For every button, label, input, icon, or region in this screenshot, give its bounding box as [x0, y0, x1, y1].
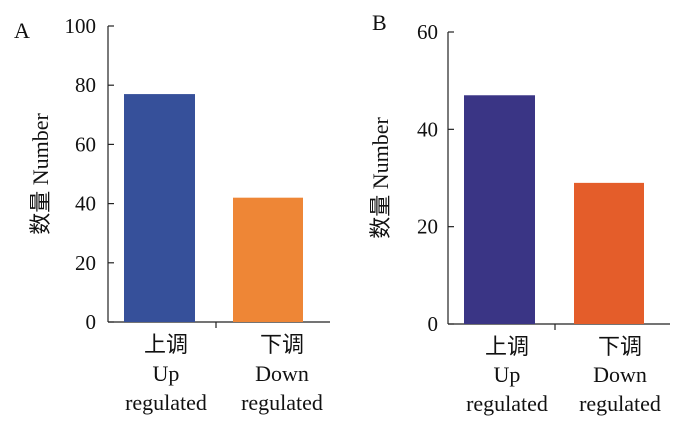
x-category-label: 上调 — [144, 332, 188, 357]
y-tick-label: 60 — [75, 132, 96, 156]
bar — [464, 95, 535, 325]
y-tick-label: 80 — [75, 73, 96, 97]
y-axis-label: 数量 Number — [28, 113, 53, 235]
x-category-label: Up — [153, 361, 180, 386]
y-tick-label: 60 — [417, 20, 438, 44]
x-category-label: regulated — [579, 391, 661, 416]
x-category-label: Down — [255, 361, 309, 386]
y-tick-label: 0 — [86, 310, 97, 334]
panel-label: B — [372, 10, 387, 35]
y-tick-label: 40 — [75, 192, 96, 216]
x-category-label: regulated — [466, 391, 548, 416]
x-category-label: 上调 — [485, 334, 529, 359]
x-category-label: regulated — [125, 390, 207, 415]
y-tick-label: 40 — [417, 117, 438, 141]
x-category-label: 下调 — [260, 332, 304, 357]
y-tick-label: 20 — [417, 215, 438, 239]
y-tick-label: 0 — [428, 312, 439, 336]
bar — [124, 94, 195, 322]
y-axis-label: 数量 Number — [368, 117, 393, 239]
x-category-label: Up — [494, 362, 521, 387]
x-category-label: regulated — [241, 390, 323, 415]
bar — [574, 182, 644, 324]
x-category-label: 下调 — [598, 334, 642, 359]
x-category-label: Down — [593, 362, 647, 387]
bar — [233, 197, 303, 322]
panel-label: A — [14, 18, 30, 43]
y-tick-label: 100 — [65, 14, 97, 38]
y-tick-label: 20 — [75, 251, 96, 275]
